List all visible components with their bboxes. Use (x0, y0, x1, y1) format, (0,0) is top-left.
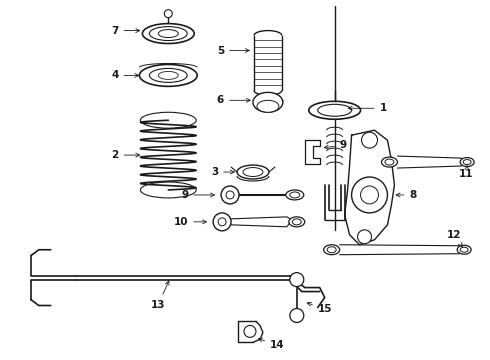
Ellipse shape (141, 112, 196, 128)
Ellipse shape (149, 68, 187, 82)
Ellipse shape (149, 27, 187, 41)
Ellipse shape (286, 190, 304, 200)
Ellipse shape (460, 158, 474, 167)
Text: 11: 11 (459, 166, 474, 179)
Ellipse shape (143, 24, 194, 44)
Ellipse shape (293, 219, 301, 225)
Circle shape (352, 177, 388, 213)
Ellipse shape (327, 247, 336, 253)
Circle shape (358, 230, 371, 244)
Ellipse shape (385, 159, 394, 165)
Ellipse shape (324, 245, 340, 255)
Text: 8: 8 (396, 190, 416, 200)
Ellipse shape (141, 182, 196, 198)
Ellipse shape (243, 167, 263, 176)
Ellipse shape (382, 157, 397, 167)
Text: 5: 5 (217, 45, 249, 55)
Circle shape (221, 186, 239, 204)
Text: 7: 7 (111, 26, 140, 36)
Circle shape (213, 213, 231, 231)
Ellipse shape (289, 217, 305, 227)
Ellipse shape (463, 159, 471, 165)
Ellipse shape (158, 71, 178, 80)
Ellipse shape (460, 247, 468, 252)
Ellipse shape (290, 192, 300, 198)
Text: 4: 4 (111, 71, 139, 80)
Circle shape (361, 186, 378, 204)
Text: 9: 9 (181, 190, 215, 200)
Text: 15: 15 (307, 302, 332, 315)
Circle shape (226, 191, 234, 199)
Ellipse shape (457, 245, 471, 254)
Text: 10: 10 (174, 217, 206, 227)
Circle shape (244, 325, 256, 337)
Circle shape (164, 10, 172, 18)
Ellipse shape (257, 100, 279, 112)
Ellipse shape (140, 64, 197, 86)
Ellipse shape (158, 30, 178, 37)
Text: 1: 1 (348, 103, 387, 113)
Ellipse shape (309, 101, 361, 119)
Text: 12: 12 (447, 230, 462, 247)
Text: 6: 6 (217, 95, 250, 105)
Circle shape (290, 273, 304, 287)
Text: 9: 9 (324, 140, 347, 150)
Circle shape (218, 218, 226, 226)
Circle shape (362, 132, 377, 148)
Ellipse shape (318, 104, 352, 116)
Text: 2: 2 (111, 150, 140, 160)
Circle shape (290, 309, 304, 323)
Text: 13: 13 (151, 281, 169, 310)
Text: 14: 14 (258, 338, 285, 350)
Text: 3: 3 (211, 167, 234, 177)
Ellipse shape (237, 165, 269, 179)
Ellipse shape (253, 92, 283, 112)
